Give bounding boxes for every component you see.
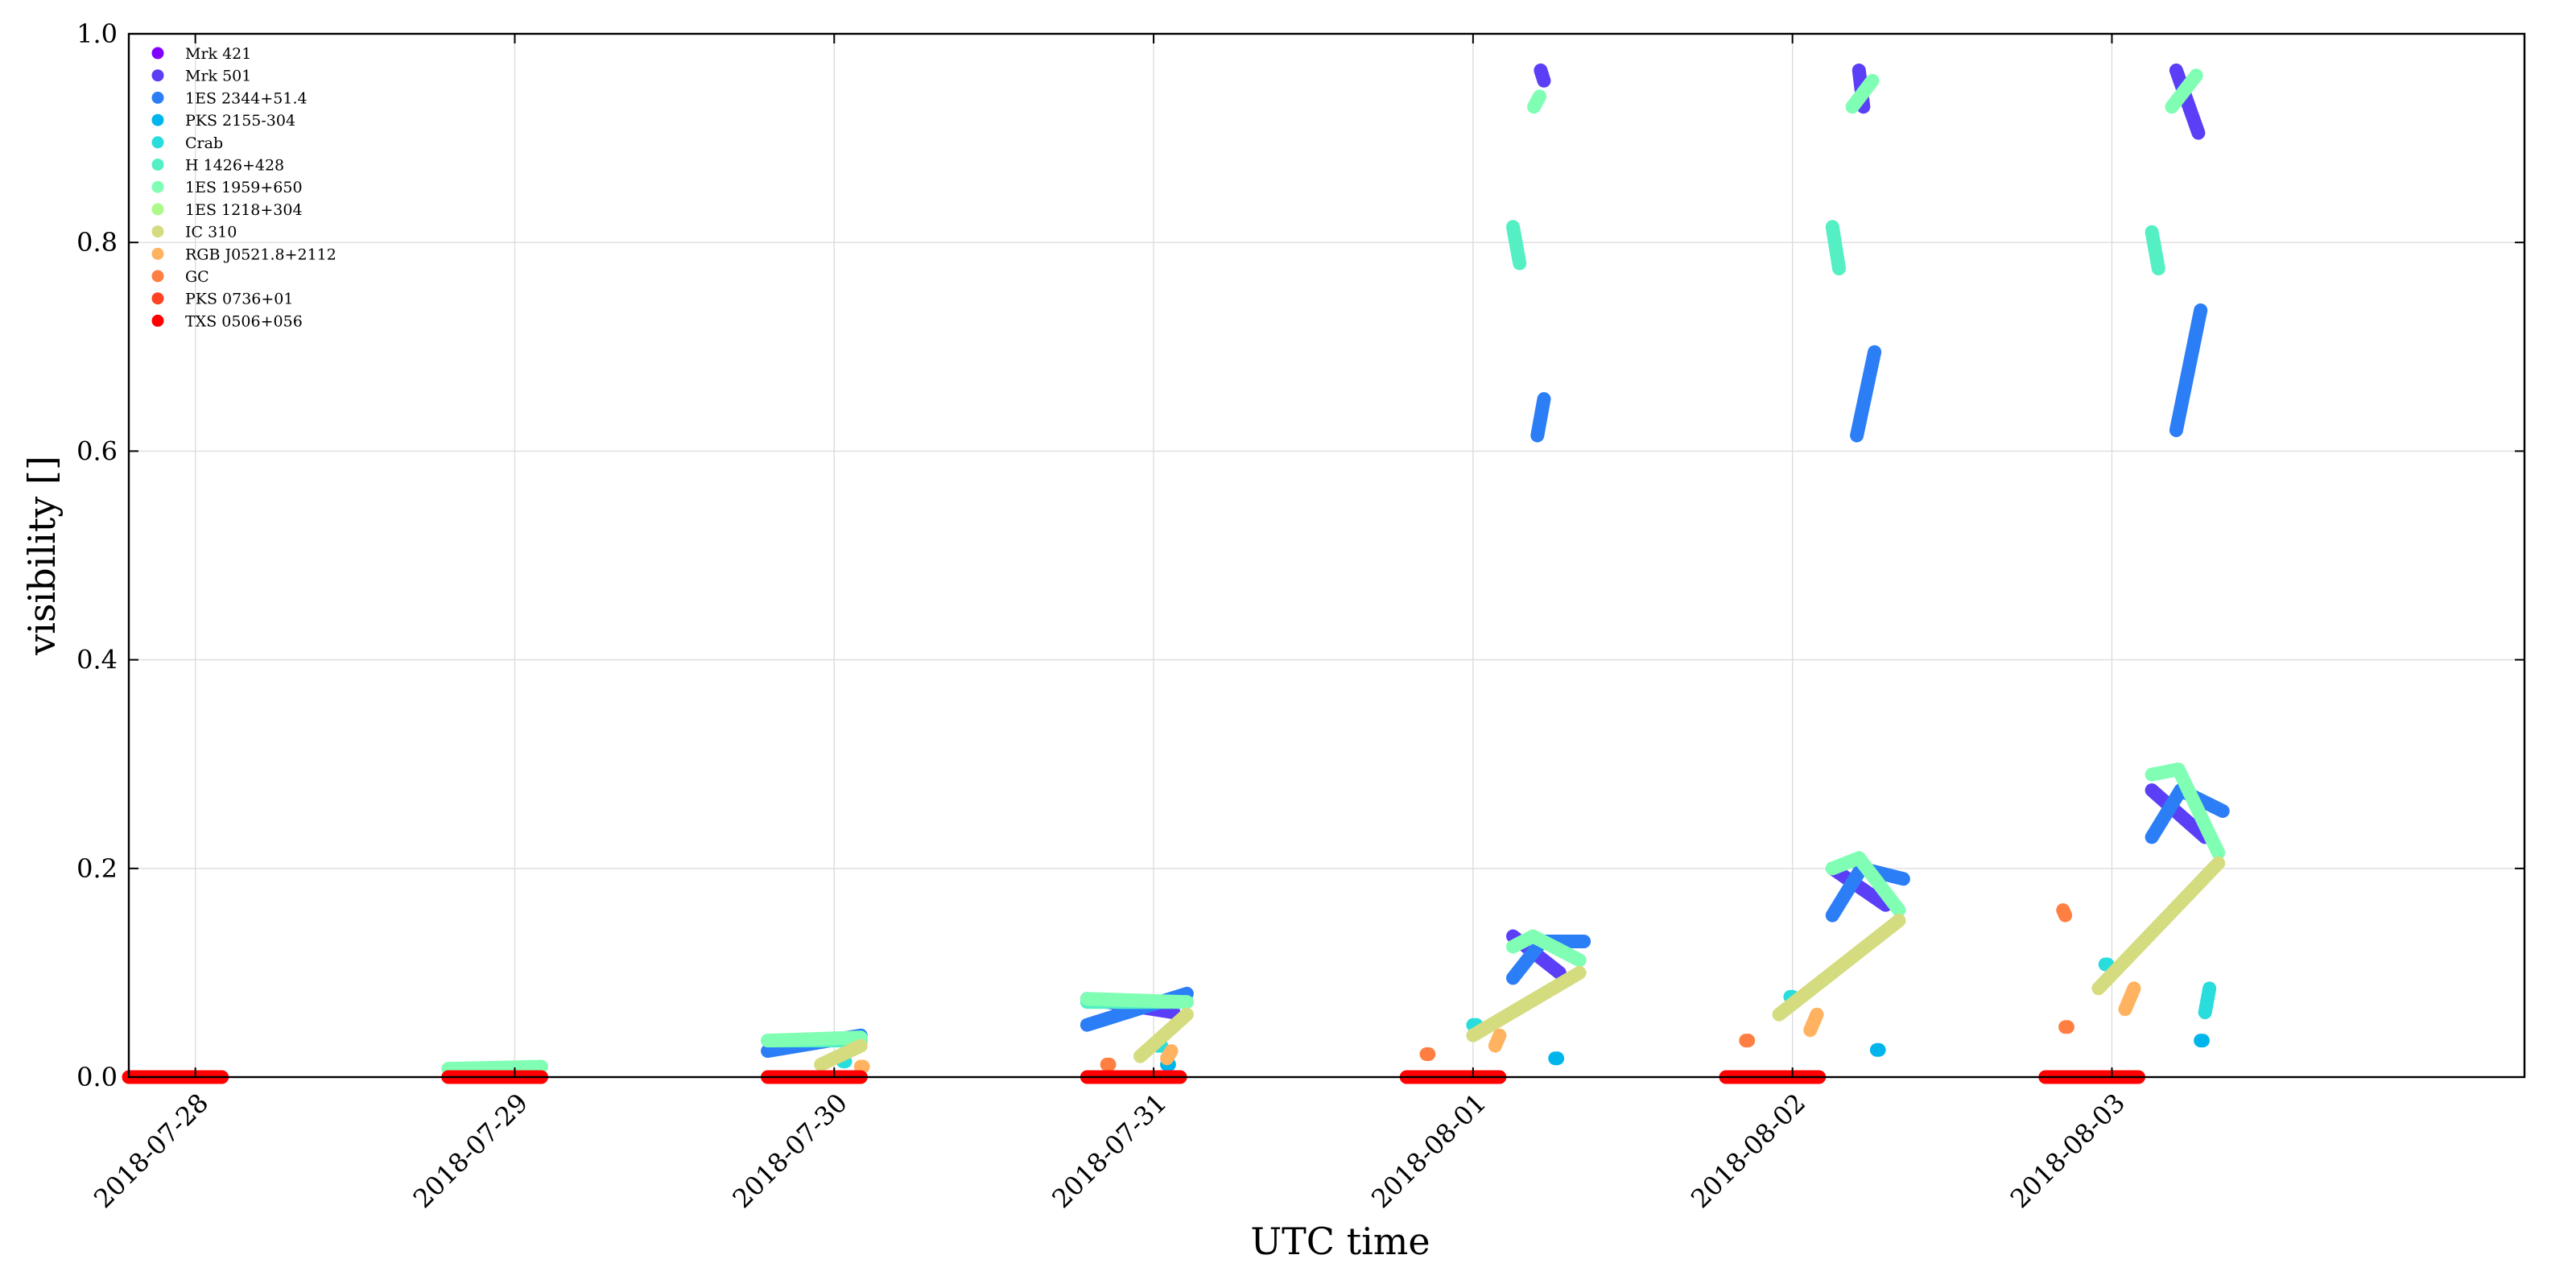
y-tick-label: 1.0 — [76, 19, 118, 49]
series-segment — [1825, 861, 1868, 923]
legend-marker — [151, 136, 164, 149]
legend-label: 1ES 1218+304 — [185, 201, 303, 219]
series-gc — [1100, 903, 2074, 1071]
series-segment — [1527, 89, 1546, 114]
series-segment — [761, 1030, 868, 1048]
series-segment — [2145, 762, 2226, 860]
legend-marker — [151, 270, 164, 283]
legend-label: Mrk 421 — [185, 45, 251, 63]
y-tick-label: 0.4 — [76, 645, 118, 675]
y-tick-label: 0.8 — [76, 227, 118, 258]
series-segment — [2165, 68, 2203, 114]
legend-marker — [151, 114, 164, 126]
legend-label: GC — [185, 268, 209, 286]
series-segment — [2145, 225, 2165, 276]
legend-entry: Crab — [151, 134, 223, 152]
legend-marker — [151, 247, 164, 260]
legend-marker — [151, 91, 164, 104]
legend-marker — [151, 314, 164, 327]
y-tick-label: 0.6 — [76, 436, 118, 466]
legend-entry: TXS 0506+056 — [151, 312, 303, 330]
series-segment — [2145, 783, 2188, 844]
series-segment — [2118, 981, 2141, 1017]
legend-entry: IC 310 — [151, 224, 237, 242]
series-segment — [1534, 63, 1551, 88]
series-segment — [1825, 851, 1906, 918]
series-segment — [1803, 1007, 1824, 1038]
legend-label: PKS 2155-304 — [185, 112, 295, 130]
legend-marker — [151, 180, 164, 193]
series-segment — [1466, 965, 1587, 1042]
legend-entry: RGB J0521.8+2112 — [151, 246, 336, 263]
series-segment — [1506, 929, 1587, 968]
series-segment — [2145, 783, 2212, 844]
x-axis-label: UTC time — [1250, 1220, 1430, 1263]
legend-entry: GC — [151, 268, 209, 286]
legend-marker — [151, 225, 164, 238]
series-1es-1959-650 — [441, 68, 2226, 1076]
legend-label: 1ES 1959+650 — [185, 179, 303, 196]
series-segment — [1825, 861, 1893, 912]
legend-label: TXS 0506+056 — [185, 312, 303, 330]
series-segment — [1530, 392, 1551, 443]
series-ic-310 — [814, 856, 2226, 1071]
series-segment — [814, 1038, 868, 1071]
legend-marker — [151, 47, 164, 60]
legend-entry: 1ES 1218+304 — [151, 201, 303, 219]
legend-marker — [151, 292, 164, 305]
series-rgb-j0521-8-2112 — [853, 981, 2141, 1074]
legend-label: Crab — [185, 134, 223, 152]
series-segment — [1772, 914, 1906, 1022]
series-segment — [1160, 1044, 1179, 1066]
series-segment — [2169, 303, 2208, 437]
series-segment — [1506, 220, 1527, 270]
legend-label: RGB J0521.8+2112 — [185, 246, 336, 263]
legend-label: IC 310 — [185, 224, 237, 242]
series-segment — [1080, 992, 1194, 1009]
y-tick-label: 0.2 — [76, 853, 118, 884]
series-segment — [2091, 856, 2226, 996]
series-segment — [1506, 935, 1549, 985]
series-segment — [1845, 73, 1880, 114]
legend-marker — [151, 69, 164, 82]
legend: Mrk 421 Mrk 501 1ES 2344+51.4 PKS 2155-304 C… — [151, 45, 336, 330]
series-segment — [1850, 345, 1882, 443]
legend-label: 1ES 2344+51.4 — [185, 89, 308, 107]
series-segment — [2198, 981, 2217, 1020]
legend-entry: H 1426+428 — [151, 157, 284, 175]
series-segment — [1488, 1028, 1507, 1053]
y-tick-label: 0.0 — [76, 1062, 118, 1092]
y-axis-label: visibility [] — [20, 456, 64, 656]
legend-entry: PKS 0736+01 — [151, 291, 293, 308]
legend-entry: Mrk 501 — [151, 68, 251, 85]
legend-marker — [151, 203, 164, 216]
series-segment — [441, 1059, 548, 1076]
legend-entry: 1ES 1959+650 — [151, 179, 303, 196]
legend-entry: 1ES 2344+51.4 — [151, 89, 308, 107]
series-segment — [1133, 1007, 1194, 1063]
plot-frame — [127, 32, 2526, 1079]
legend-entry: PKS 2155-304 — [151, 112, 295, 130]
legend-entry: Mrk 421 — [151, 45, 251, 63]
series-segment — [2056, 903, 2073, 923]
legend-label: H 1426+428 — [185, 157, 284, 175]
legend-label: Mrk 501 — [185, 68, 251, 85]
series-segment — [1825, 220, 1846, 276]
legend-marker — [151, 159, 164, 171]
series-segment — [2169, 63, 2206, 140]
legend-label: PKS 0736+01 — [185, 291, 293, 308]
